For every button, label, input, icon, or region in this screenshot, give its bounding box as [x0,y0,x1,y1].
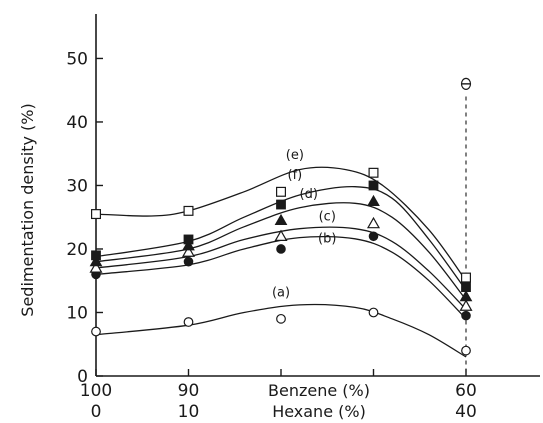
data-point [274,229,288,242]
data-point [90,209,101,220]
y-tick-label: 0 [77,367,88,387]
data-point [461,310,471,321]
data-point [91,326,101,337]
y-tick-label: 10 [66,303,88,323]
series-label: (a) [272,286,290,301]
series-labels: (a) (b) (c)(d) (f) (e) [272,148,337,301]
y-ticks: 0 10 20 30 40 50 [66,49,103,387]
data-point [183,234,194,245]
series-label: (c) [319,209,336,224]
series-label: (d) [300,187,318,202]
y-tick-label: 20 [66,240,88,260]
x-tick-label-hexane: 40 [455,402,477,422]
data-point [182,239,195,251]
data-point [276,244,286,254]
data-point [89,261,103,273]
y-axis-title: Sedimentation density (%) [18,103,37,316]
x-tick-label-benzene: 60 [455,381,477,401]
x-ticks: 1000901060405050 [80,369,477,422]
data-point [276,313,286,324]
data-point [181,245,196,257]
series-markers [89,77,473,356]
data-point [183,317,194,327]
y-tick-label: 40 [66,113,88,133]
data-point [368,231,379,242]
data-point [461,345,471,356]
series-label: (e) [286,148,304,163]
series-label: (f) [288,168,303,183]
data-point [368,167,379,178]
data-point [366,216,381,229]
data-point [276,199,286,210]
x-tick-label-hexane: 0 [91,402,102,422]
x-tick-label-benzene: 100 [80,381,112,401]
series-curve-5 [95,166,467,282]
data-point [368,307,379,318]
x-tick-label-benzene: 90 [178,381,200,401]
data-point [368,180,379,191]
data-point [89,255,103,267]
data-point [461,282,471,292]
x-axis-title-hexane: Hexane (%) [272,402,366,421]
data-point [274,213,288,226]
data-point [91,250,101,261]
x-axis-title-benzene: Benzene (%) [268,381,370,400]
x-tick-label-hexane: 10 [178,402,200,422]
data-point [459,299,473,311]
y-tick-label: 50 [66,49,88,69]
data-point [183,205,194,216]
series-label: (b) [318,232,336,247]
axes [95,14,540,377]
series-curve-0 [95,303,467,358]
data-point [461,272,472,283]
data-point [367,194,380,206]
data-point [459,290,473,302]
y-tick-label: 30 [66,176,88,196]
data-point [276,186,287,197]
data-point [183,256,194,267]
